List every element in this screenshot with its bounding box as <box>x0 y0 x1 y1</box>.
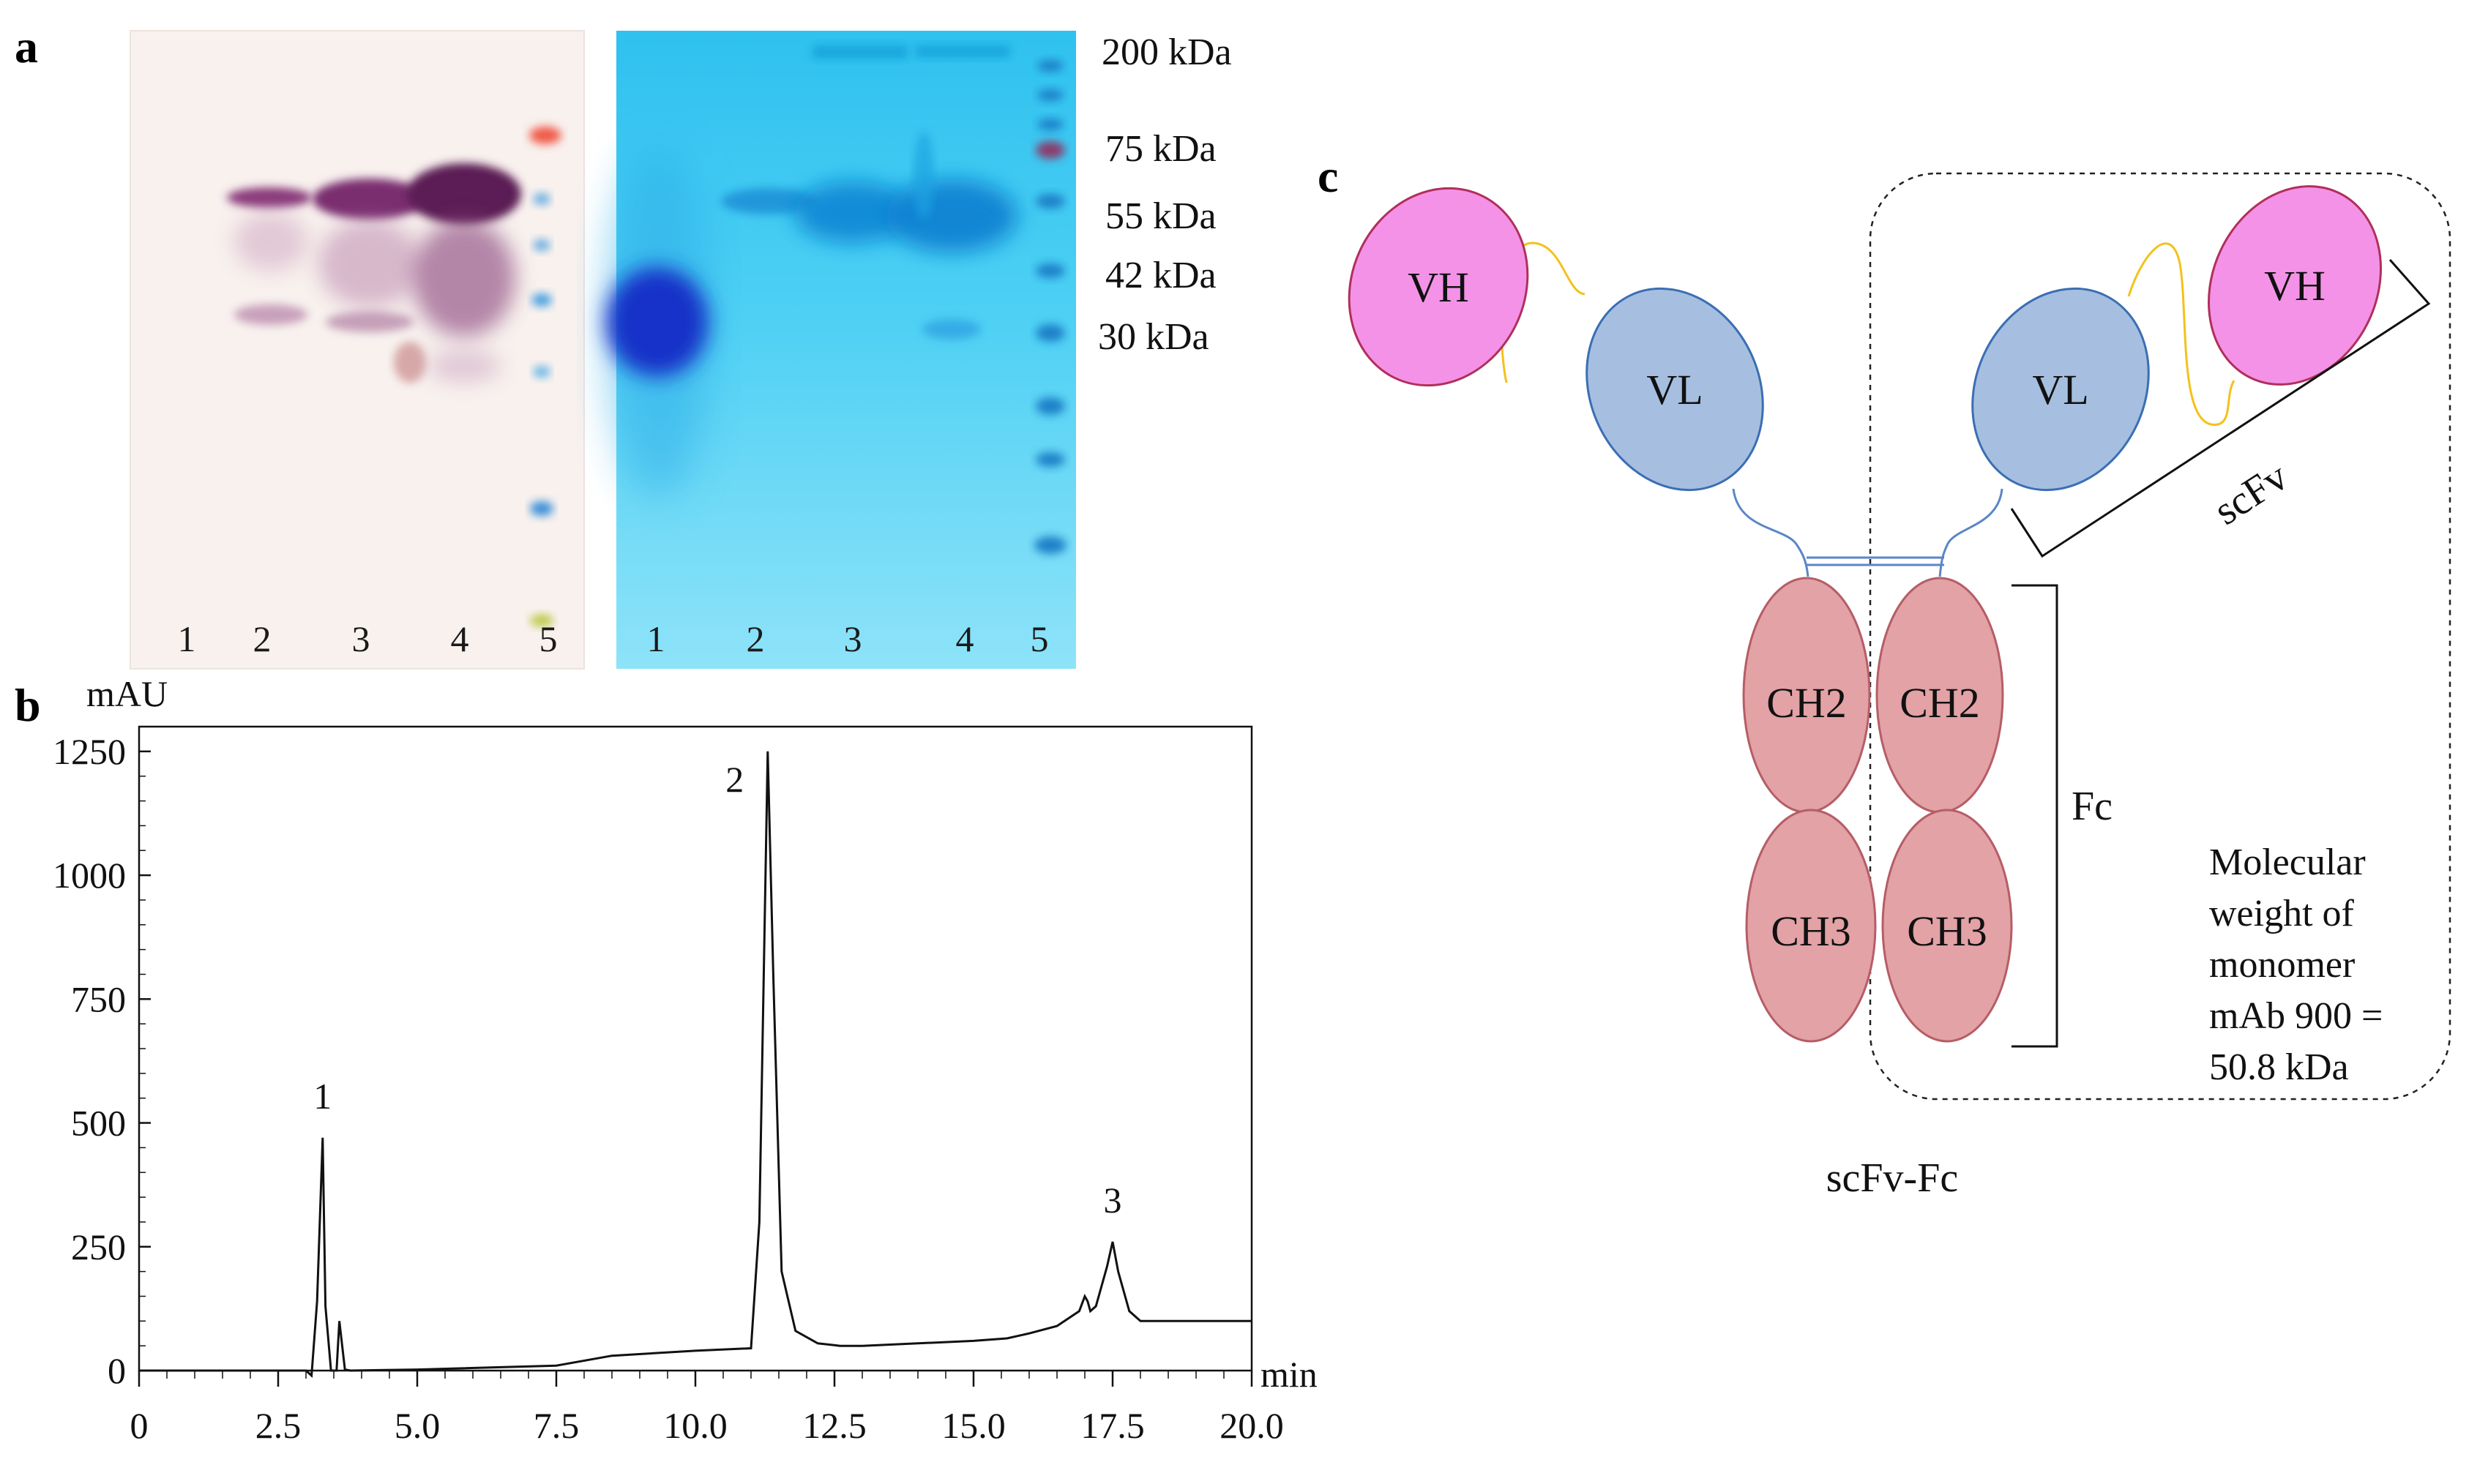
ch3-label-left: CH3 <box>1771 907 1851 955</box>
vl-domain-right <box>1971 287 2150 492</box>
y-tick-label: 750 <box>71 978 126 1019</box>
fc-bracket <box>2012 584 2058 1048</box>
y-tick-label: 1250 <box>53 731 126 772</box>
mw-note-line-1: Molecular <box>2209 842 2366 883</box>
western-lane-2: 2 <box>253 618 272 659</box>
fc-label: Fc <box>2072 784 2113 829</box>
coomassie-lane-5: 5 <box>1031 618 1049 659</box>
vl-label-right: VL <box>2032 366 2088 413</box>
y-tick-label: 0 <box>108 1350 126 1391</box>
mw-marker-42: 42 kDa <box>1105 255 1217 296</box>
mw-note-line-5: 50.8 kDa <box>2209 1046 2349 1088</box>
y-tick-label: 500 <box>71 1103 126 1144</box>
peak-label: 2 <box>725 759 744 800</box>
construct-label: scFv-Fc <box>1826 1155 1958 1201</box>
ch2-label-right: CH2 <box>1900 679 1980 727</box>
linker-right <box>2127 242 2235 426</box>
mw-marker-75: 75 kDa <box>1105 128 1217 170</box>
hinge-left <box>1732 488 1809 577</box>
panel-label-b: b <box>15 679 41 731</box>
y-axis-label: mAU <box>86 673 168 714</box>
coomassie-gel: 1 2 3 4 5 <box>606 31 1076 669</box>
x-tick-label: 12.5 <box>802 1405 867 1446</box>
vh-label-right: VH <box>2264 262 2326 310</box>
x-tick-label: 5.0 <box>395 1405 441 1446</box>
x-tick-label: 17.5 <box>1080 1405 1145 1446</box>
vh-domain-right <box>2208 185 2382 386</box>
coomassie-lane-3: 3 <box>844 618 862 659</box>
band-c1-main <box>606 267 709 377</box>
band-w4-main <box>407 163 521 225</box>
coomassie-lane-2: 2 <box>747 618 765 659</box>
peak-label: 3 <box>1104 1180 1122 1221</box>
western-blot-gel: 1 2 3 4 5 <box>130 30 585 670</box>
y-tick-label: 250 <box>71 1226 126 1267</box>
x-tick-label: 15.0 <box>941 1405 1006 1446</box>
panel-label-a: a <box>15 20 38 72</box>
x-tick-label: 2.5 <box>255 1405 302 1446</box>
scfv-fc-diagram: VH VL VL VH CH2 CH2 CH3 CH3 scFv Fc Mole… <box>1348 172 2451 1201</box>
mw-note-line-2: weight of <box>2209 893 2355 934</box>
y-tick-label: 1000 <box>53 855 126 896</box>
chromatogram-trace <box>139 751 1252 1378</box>
x-tick-label: 0 <box>130 1405 149 1446</box>
panel-label-c: c <box>1318 150 1338 202</box>
band-w3-main <box>313 179 427 220</box>
mw-marker-30: 30 kDa <box>1098 316 1209 358</box>
mw-marker-200: 200 kDa <box>1102 31 1232 73</box>
x-tick-label: 7.5 <box>534 1405 580 1446</box>
vh-label-left: VH <box>1408 263 1469 311</box>
x-axis-label: min <box>1260 1354 1318 1395</box>
hinge-right <box>1938 488 2003 577</box>
ch3-domain-left <box>1745 809 1877 1043</box>
scfv-label: scFv <box>2206 454 2296 534</box>
hplc-chromatogram: 0 250 500 750 1000 1250 0 2.5 5.0 7.5 10.0 12.5 15.… <box>53 725 1284 1446</box>
monomer-dashed-box <box>1869 172 2451 1101</box>
mw-marker-55: 55 kDa <box>1105 195 1217 237</box>
x-tick-label: 10.0 <box>663 1405 728 1446</box>
vl-label-left: VL <box>1646 366 1703 413</box>
band-w2-main <box>227 187 312 208</box>
x-tick-label: 20.0 <box>1219 1405 1284 1446</box>
ch3-label-right: CH3 <box>1907 907 1987 955</box>
ch3-domain-right <box>1881 809 2013 1043</box>
peak-label: 1 <box>313 1076 332 1117</box>
coomassie-lane-1: 1 <box>647 618 665 659</box>
western-lane-4: 4 <box>451 618 469 659</box>
scfv-bracket <box>2010 259 2431 558</box>
mw-note-line-3: monomer <box>2209 944 2355 986</box>
western-lane-1: 1 <box>178 618 196 659</box>
vh-domain-left <box>1348 187 1529 387</box>
western-blot-background <box>130 31 584 669</box>
western-lane-5: 5 <box>539 618 558 659</box>
western-lane-3: 3 <box>352 618 370 659</box>
coomassie-lane-4: 4 <box>956 618 974 659</box>
ch2-label-left: CH2 <box>1766 679 1847 727</box>
vl-domain-left <box>1585 287 1764 492</box>
mw-note-line-4: mAb 900 = <box>2209 995 2383 1037</box>
plot-frame <box>138 725 1253 1372</box>
